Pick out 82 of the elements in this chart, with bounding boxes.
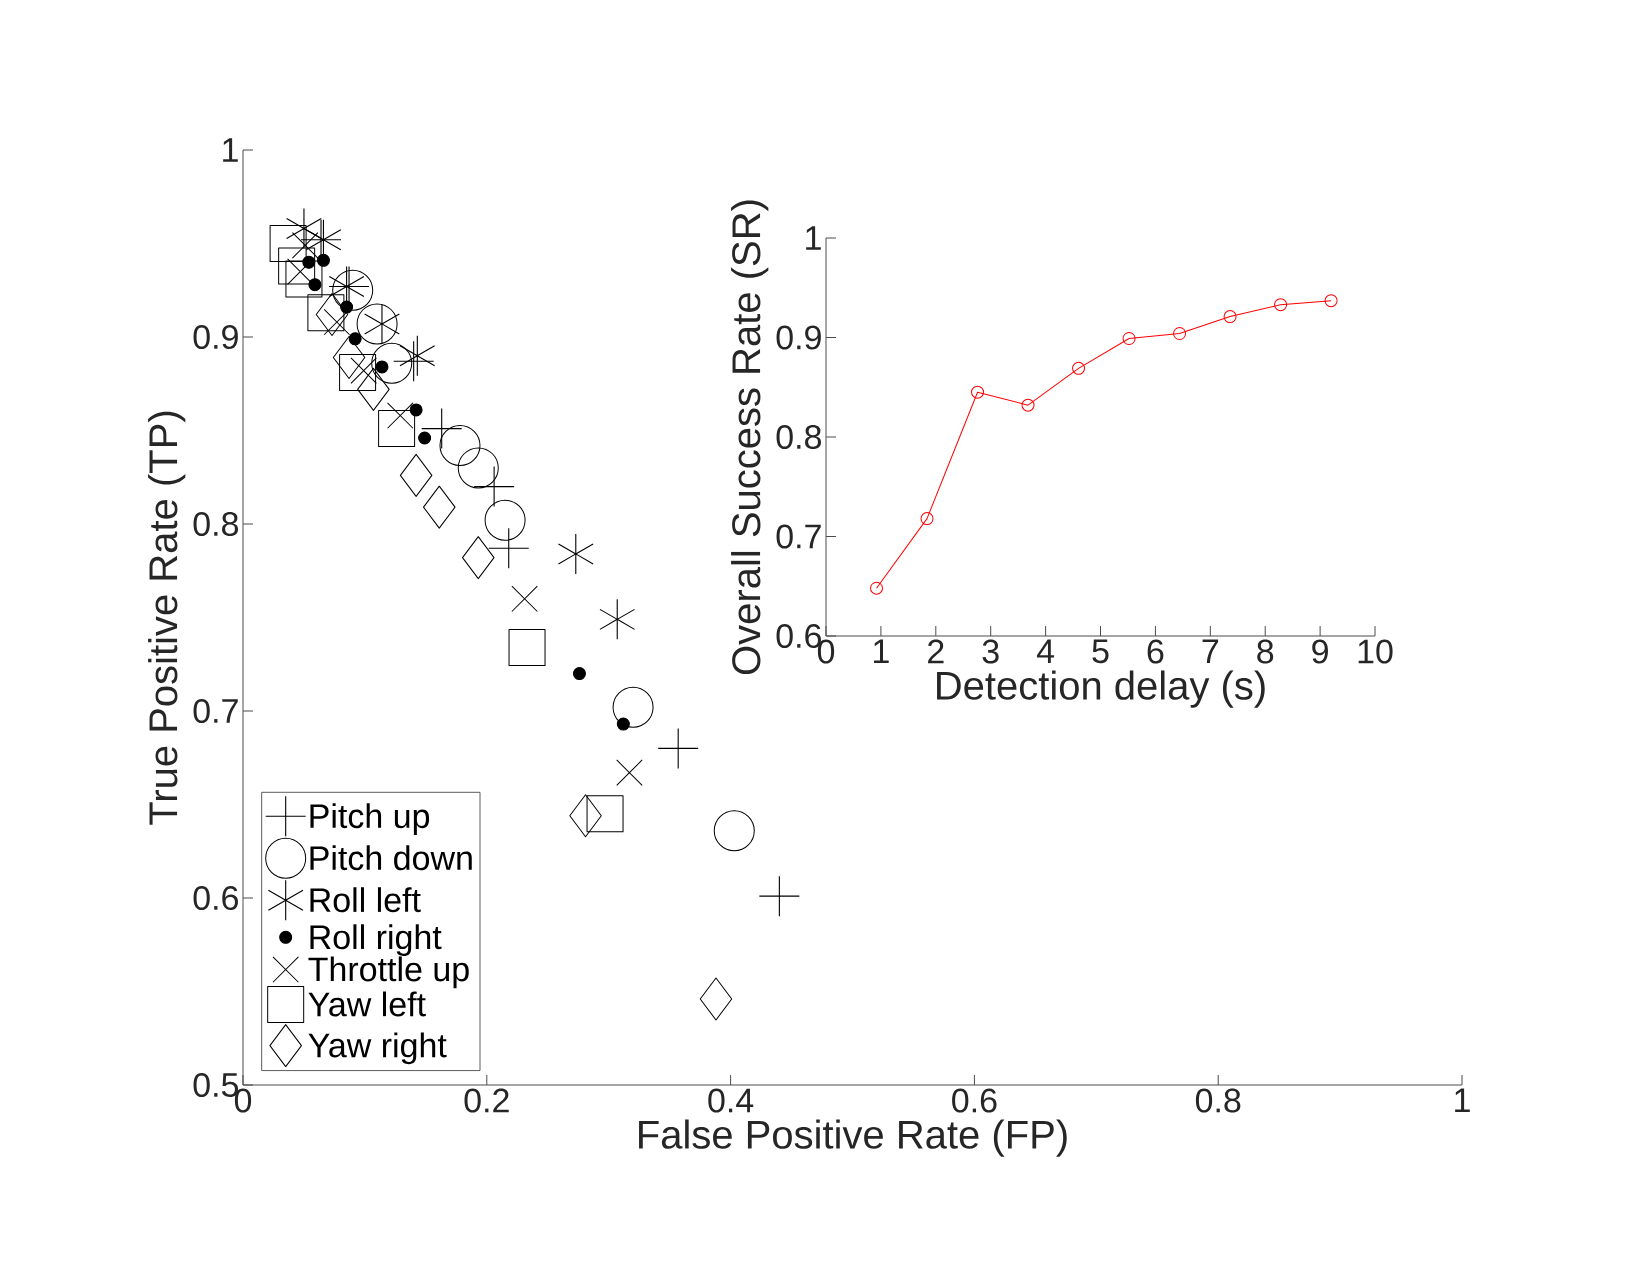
x-axis-title: Detection delay (s) (937, 670, 1265, 708)
x-tick-label: 9 (1312, 639, 1328, 664)
y-tick-label: 1 (806, 226, 821, 250)
y-tick-label: 0.9 (193, 324, 238, 350)
point (699, 977, 733, 1021)
y-tick-label: 0.8 (776, 424, 822, 450)
point (1173, 327, 1187, 341)
legend-label: Throttle up (308, 956, 469, 989)
point (599, 599, 635, 640)
point (484, 499, 526, 541)
point (457, 447, 499, 489)
point (558, 533, 594, 574)
point (971, 385, 985, 399)
point (759, 876, 800, 917)
point (357, 367, 390, 411)
point (1324, 294, 1338, 308)
point (462, 536, 495, 580)
x-tick-label: 2 (928, 639, 944, 664)
legend-label: Pitch up (310, 803, 430, 835)
y-tick-label: 0.9 (776, 325, 821, 350)
point (387, 402, 414, 429)
y-axis-title: True Positive Rate (TP) (148, 411, 186, 825)
x-tick-label: 1 (1455, 1088, 1470, 1112)
legend-label: Yaw right (308, 1032, 447, 1065)
point (1223, 310, 1237, 324)
legend-label: Yaw left (308, 991, 426, 1017)
point (356, 303, 398, 345)
point (586, 795, 624, 833)
y-tick-label: 0.7 (776, 524, 821, 549)
point (375, 360, 389, 374)
point (713, 810, 755, 852)
point (350, 357, 377, 384)
point (572, 667, 586, 681)
legend-label: Roll left (310, 887, 421, 913)
point (612, 686, 654, 728)
x-tick-label: 6 (1147, 639, 1164, 664)
point (870, 581, 884, 595)
point (285, 260, 323, 298)
point (307, 294, 345, 332)
point (287, 258, 314, 285)
x-tick-label: 0.2 (464, 1088, 509, 1113)
x-axis-title: False Positive Rate (FP) (639, 1119, 1067, 1157)
point (291, 232, 319, 259)
y-tick-label: 0.8 (193, 511, 238, 537)
point (920, 512, 934, 526)
point (409, 403, 423, 417)
point (439, 424, 481, 466)
point (1274, 298, 1288, 312)
y-axis-title: Overall Success Rate (SR) (731, 200, 769, 675)
point (269, 224, 307, 262)
x-tick-label: 5 (1092, 639, 1109, 664)
point (1072, 361, 1086, 375)
point (658, 728, 699, 769)
x-tick-label: 3 (982, 639, 999, 664)
point (508, 628, 546, 666)
x-tick-label: 10 (1358, 639, 1393, 664)
point (378, 410, 416, 448)
y-tick-label: 0.6 (193, 885, 238, 911)
point (1021, 398, 1035, 412)
point (364, 303, 400, 344)
legend-label: Pitch down (310, 845, 472, 871)
x-tick-label: 1 (874, 639, 889, 663)
y-tick-label: 0.7 (193, 698, 238, 724)
x-tick-label: 0.8 (1195, 1088, 1241, 1113)
legend-label: Roll right (310, 924, 442, 956)
point (423, 485, 456, 529)
point (418, 431, 432, 445)
point (278, 247, 316, 285)
y-tick-label: 1 (223, 138, 238, 162)
x-tick-label: 4 (1036, 639, 1055, 663)
point (616, 717, 630, 731)
x-tick-label: 8 (1257, 639, 1274, 664)
x-tick-label: 7 (1202, 639, 1219, 663)
point (399, 453, 433, 497)
point (399, 335, 435, 376)
x-tick-label: 0.6 (952, 1088, 997, 1113)
point (511, 585, 538, 613)
point (1122, 331, 1136, 345)
point (616, 759, 643, 786)
x-tick-label: 0.4 (708, 1088, 754, 1113)
point (339, 354, 377, 392)
point (569, 794, 602, 838)
